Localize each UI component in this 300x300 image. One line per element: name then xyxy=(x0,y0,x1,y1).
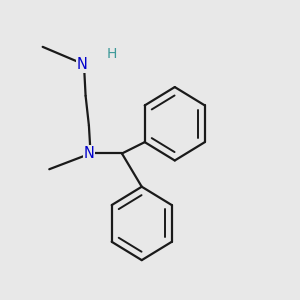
Text: N: N xyxy=(77,57,88,72)
Text: H: H xyxy=(107,47,117,61)
Text: N: N xyxy=(83,146,94,161)
